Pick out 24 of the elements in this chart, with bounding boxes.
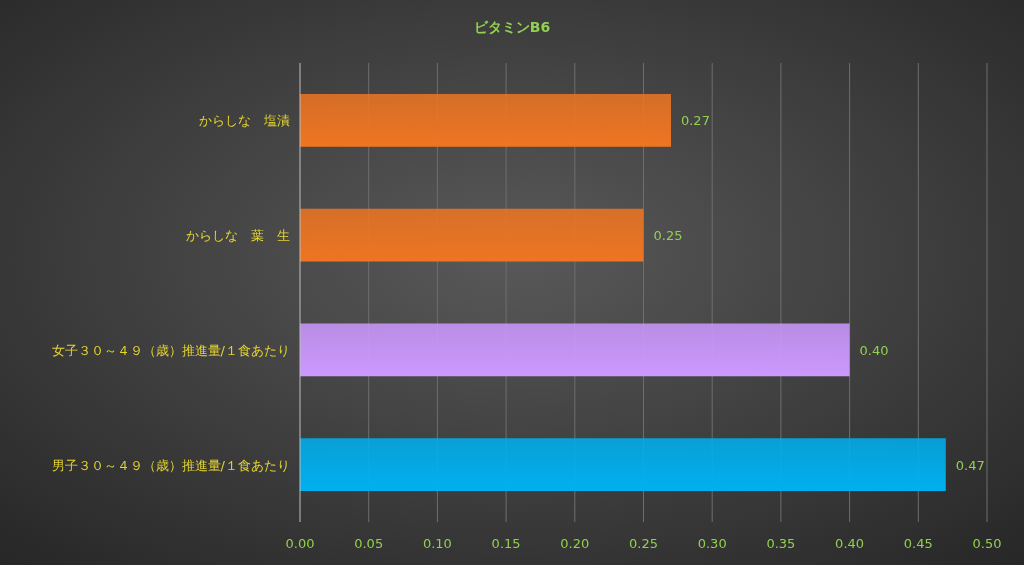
- x-tick-label: 0.35: [766, 536, 796, 551]
- x-tick-label: 0.50: [972, 536, 1002, 551]
- x-tick-label: 0.45: [903, 536, 933, 551]
- bar: [300, 438, 946, 492]
- bar: [300, 208, 644, 262]
- x-tick-label: 0.10: [422, 536, 452, 551]
- data-label: 0.47: [955, 457, 985, 473]
- data-label: 0.25: [653, 228, 683, 244]
- x-tick-label: 0.20: [560, 536, 590, 551]
- y-tick-label: 男子３０～４９（歳）推進量/１食あたり: [51, 457, 290, 473]
- data-label: 0.27: [680, 113, 710, 129]
- x-tick-label: 0.00: [285, 536, 315, 551]
- y-tick-label: からしな 葉 生: [186, 228, 290, 244]
- x-tick-label: 0.05: [354, 536, 384, 551]
- data-label: 0.40: [859, 342, 889, 358]
- x-tick-label: 0.25: [629, 536, 658, 551]
- bar: [300, 93, 671, 147]
- x-tick-label: 0.30: [697, 536, 727, 551]
- x-tick-label: 0.15: [491, 536, 521, 551]
- bar: [300, 323, 850, 377]
- chart-title: ビタミンB6: [473, 19, 551, 35]
- x-tick-label: 0.40: [835, 536, 865, 551]
- y-tick-label: 女子３０～４９（歳）推進量/１食あたり: [51, 342, 290, 358]
- y-tick-label: からしな 塩漬: [199, 113, 290, 129]
